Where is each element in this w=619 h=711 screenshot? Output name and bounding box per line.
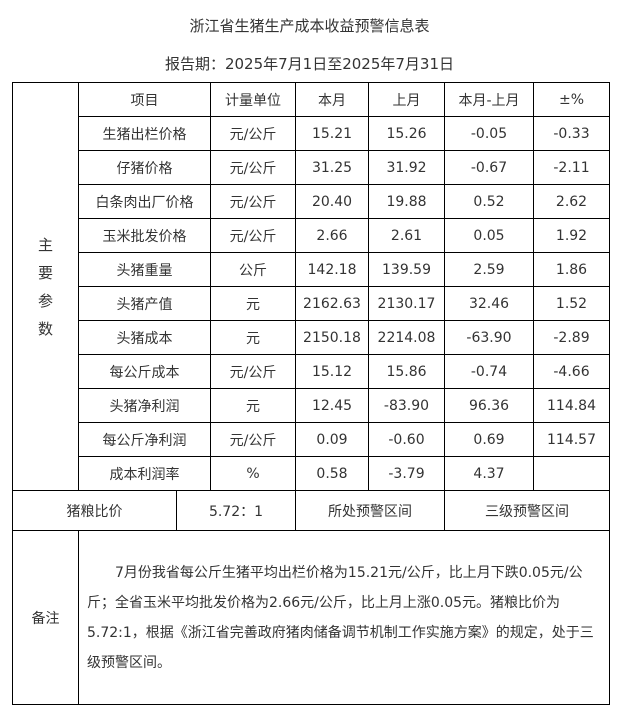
cell-last-month: -0.60 bbox=[368, 422, 445, 457]
cell-this-month: 15.21 bbox=[295, 116, 369, 151]
cell-last-month: -83.90 bbox=[368, 388, 445, 423]
cell-item: 头猪产值 bbox=[78, 286, 211, 321]
cell-diff: -0.05 bbox=[444, 116, 534, 151]
header-item: 项目 bbox=[78, 82, 211, 117]
table-row: 头猪重量 公斤 142.18 139.59 2.59 1.86 bbox=[13, 252, 610, 287]
cell-diff: 0.52 bbox=[444, 184, 534, 219]
ratio-row: 猪粮比价 5.72：1 所处预警区间 三级预警区间 bbox=[12, 490, 610, 531]
cell-item: 头猪成本 bbox=[78, 320, 211, 355]
cell-pct: 1.52 bbox=[533, 286, 610, 321]
cell-this-month: 15.12 bbox=[295, 354, 369, 389]
cell-this-month: 2162.63 bbox=[295, 286, 369, 321]
table-row: 生猪出栏价格 元/公斤 15.21 15.26 -0.05 -0.33 bbox=[13, 116, 610, 151]
cell-diff: -63.90 bbox=[444, 320, 534, 355]
cell-unit: 元 bbox=[210, 286, 296, 321]
note-label: 备注 bbox=[12, 530, 79, 705]
cell-last-month: 2130.17 bbox=[368, 286, 445, 321]
cell-item: 头猪净利润 bbox=[78, 388, 211, 423]
cell-unit: 元/公斤 bbox=[210, 150, 296, 185]
cell-item: 每公斤成本 bbox=[78, 354, 211, 389]
table-row: 仔猪价格 元/公斤 31.25 31.92 -0.67 -2.11 bbox=[13, 150, 610, 185]
ratio-label: 猪粮比价 bbox=[12, 490, 177, 531]
zone-value: 三级预警区间 bbox=[444, 490, 610, 531]
table-row: 头猪产值元 2162.63 2130.17 32.46 1.52 bbox=[13, 286, 610, 321]
cell-diff: 32.46 bbox=[444, 286, 534, 321]
cell-unit: 元 bbox=[210, 388, 296, 423]
cell-unit: 公斤 bbox=[210, 252, 296, 287]
cell-unit: 元/公斤 bbox=[210, 116, 296, 151]
cell-diff: 0.69 bbox=[444, 422, 534, 457]
cell-last-month: 2.61 bbox=[368, 218, 445, 253]
cell-pct: -2.89 bbox=[533, 320, 610, 355]
header-last-month: 上月 bbox=[368, 82, 445, 117]
side-label-cell: 主要参数 bbox=[12, 82, 79, 491]
header-pct: ±% bbox=[533, 82, 610, 117]
cell-pct: -0.33 bbox=[533, 116, 610, 151]
cell-unit: 元 bbox=[210, 320, 296, 355]
cell-pct: -4.66 bbox=[533, 354, 610, 389]
cell-unit: 元/公斤 bbox=[210, 184, 296, 219]
cell-diff: 2.59 bbox=[444, 252, 534, 287]
table-row: 每公斤净利润 元/公斤 0.09 -0.60 0.69 114.57 bbox=[13, 422, 610, 457]
cell-pct: 114.84 bbox=[533, 388, 610, 423]
ratio-value: 5.72：1 bbox=[176, 490, 296, 531]
cell-pct bbox=[533, 456, 610, 491]
cell-pct: -2.11 bbox=[533, 150, 610, 185]
table-row: 每公斤成本 元/公斤 15.12 15.86 -0.74 -4.66 bbox=[13, 354, 610, 389]
header-diff: 本月-上月 bbox=[444, 82, 534, 117]
cell-last-month: 19.88 bbox=[368, 184, 445, 219]
cell-item: 成本利润率 bbox=[78, 456, 211, 491]
cell-diff: -0.74 bbox=[444, 354, 534, 389]
cell-pct: 114.57 bbox=[533, 422, 610, 457]
cell-last-month: 139.59 bbox=[368, 252, 445, 287]
cell-diff: -0.67 bbox=[444, 150, 534, 185]
table-row: 成本利润率% 0.58 -3.79 4.37 bbox=[13, 456, 610, 491]
cell-this-month: 0.58 bbox=[295, 456, 369, 491]
cell-unit: 元/公斤 bbox=[210, 354, 296, 389]
cell-diff: 0.05 bbox=[444, 218, 534, 253]
cell-last-month: -3.79 bbox=[368, 456, 445, 491]
cell-unit: % bbox=[210, 456, 296, 491]
table-row: 头猪成本元 2150.18 2214.08 -63.90 -2.89 bbox=[13, 320, 610, 355]
side-label: 主要参数 bbox=[38, 235, 54, 338]
cell-pct: 2.62 bbox=[533, 184, 610, 219]
cell-last-month: 2214.08 bbox=[368, 320, 445, 355]
cell-this-month: 0.09 bbox=[295, 422, 369, 457]
cell-pct: 1.86 bbox=[533, 252, 610, 287]
cell-this-month: 142.18 bbox=[295, 252, 369, 287]
cell-this-month: 2.66 bbox=[295, 218, 369, 253]
cell-pct: 1.92 bbox=[533, 218, 610, 253]
cell-last-month: 15.26 bbox=[368, 116, 445, 151]
cell-this-month: 31.25 bbox=[295, 150, 369, 185]
page-title: 浙江省生猪生产成本收益预警信息表 bbox=[189, 17, 430, 35]
report-period: 报告期：2025年7月1日至2025年7月31日 bbox=[164, 55, 455, 73]
note-cell: 7月份我省每公斤生猪平均出栏价格为15.21元/公斤，比上月下跌0.05元/公斤… bbox=[78, 530, 610, 705]
cell-this-month: 20.40 bbox=[295, 184, 369, 219]
table-row: 玉米批发价格 元/公斤 2.66 2.61 0.05 1.92 bbox=[13, 218, 610, 253]
header-this-month: 本月 bbox=[295, 82, 369, 117]
header-row: 主要参数 项目 计量单位 本月 上月 本月-上月 ±% bbox=[12, 82, 610, 491]
cell-this-month: 2150.18 bbox=[295, 320, 369, 355]
cell-diff: 4.37 bbox=[444, 456, 534, 491]
table-row: 头猪净利润元 12.45 -83.90 96.36 114.84 bbox=[13, 388, 610, 423]
cell-item: 每公斤净利润 bbox=[78, 422, 211, 457]
header-unit: 计量单位 bbox=[210, 82, 296, 117]
cell-last-month: 31.92 bbox=[368, 150, 445, 185]
cell-item: 头猪重量 bbox=[78, 252, 211, 287]
cell-unit: 元/公斤 bbox=[210, 422, 296, 457]
cell-last-month: 15.86 bbox=[368, 354, 445, 389]
cell-unit: 元/公斤 bbox=[210, 218, 296, 253]
cell-item: 仔猪价格 bbox=[78, 150, 211, 185]
indicator-table: 主要参数 项目 计量单位 本月 上月 本月-上月 ±% 生猪出栏价格 元/公斤 15… bbox=[12, 82, 610, 705]
cell-item: 白条肉出厂价格 bbox=[78, 184, 211, 219]
table-row: 白条肉出厂价格 元/公斤 20.40 19.88 0.52 2.62 bbox=[13, 184, 610, 219]
cell-item: 玉米批发价格 bbox=[78, 218, 211, 253]
cell-item: 生猪出栏价格 bbox=[78, 116, 211, 151]
cell-this-month: 12.45 bbox=[295, 388, 369, 423]
note-text: 7月份我省每公斤生猪平均出栏价格为15.21元/公斤，比上月下跌0.05元/公斤… bbox=[87, 564, 594, 671]
cell-diff: 96.36 bbox=[444, 388, 534, 423]
note-row: 备注 7月份我省每公斤生猪平均出栏价格为15.21元/公斤，比上月下跌0.05元/… bbox=[12, 530, 610, 705]
zone-label: 所处预警区间 bbox=[295, 490, 445, 531]
